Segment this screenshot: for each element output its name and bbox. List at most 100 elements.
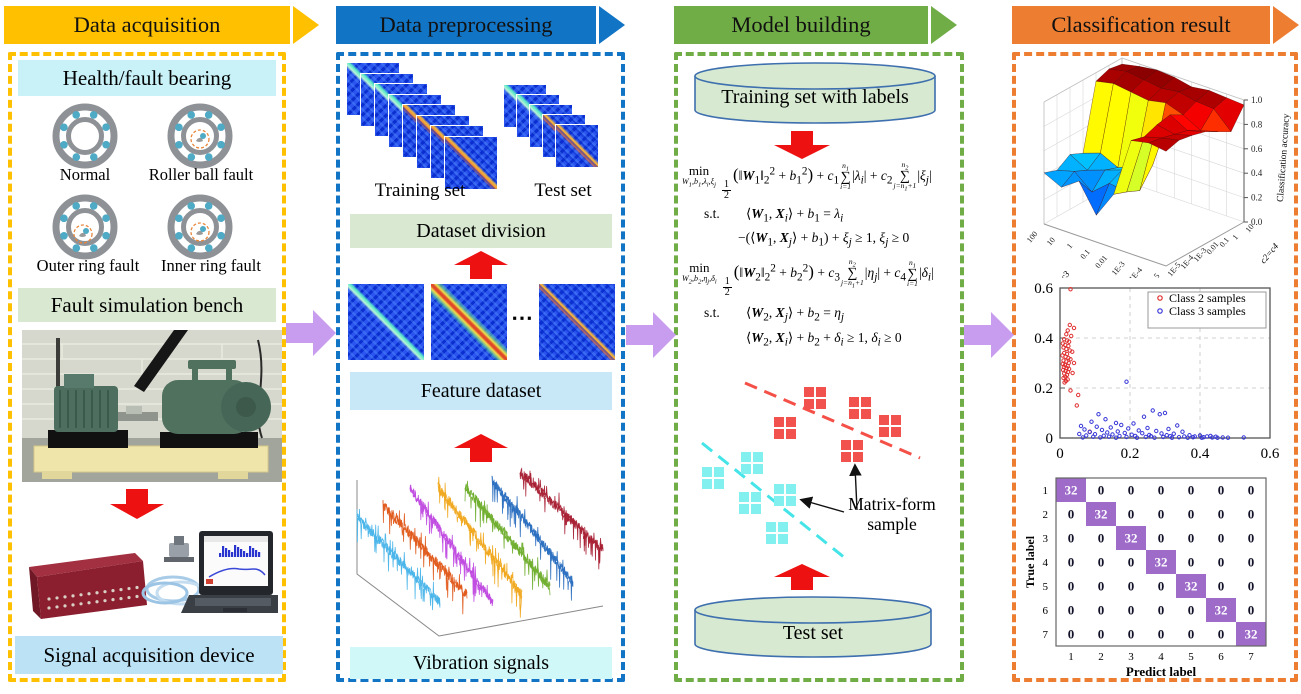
cylinder-label: Test set bbox=[782, 622, 844, 644]
svg-text:0: 0 bbox=[1218, 579, 1225, 594]
fault-simulation-bench-header: Fault simulation bench bbox=[18, 288, 276, 322]
svg-text:0: 0 bbox=[1218, 507, 1225, 522]
svg-text:0: 0 bbox=[1188, 483, 1195, 498]
svg-text:Class 2 samples: Class 2 samples bbox=[1169, 291, 1246, 305]
svg-text:0.4: 0.4 bbox=[1191, 446, 1210, 462]
svg-text:32: 32 bbox=[1245, 627, 1258, 642]
svg-text:0: 0 bbox=[1098, 579, 1105, 594]
red-matrix-sample bbox=[804, 387, 826, 409]
svg-text:Classification accuracy: Classification accuracy bbox=[1275, 113, 1292, 202]
fault-simulation-bench-photo bbox=[22, 330, 282, 482]
test-set-label: Test set bbox=[534, 180, 592, 201]
svg-text:0: 0 bbox=[1248, 579, 1255, 594]
cyan-matrix-sample bbox=[774, 484, 796, 506]
cyan-matrix-sample bbox=[741, 452, 763, 474]
dataset-division-header: Dataset division bbox=[350, 214, 612, 248]
formula-1-st: s.t. bbox=[704, 206, 720, 221]
svg-text:32: 32 bbox=[1095, 507, 1108, 522]
flow-arrow-icon bbox=[286, 310, 336, 356]
class-scatter-plot: 0 0.2 0.4 0.6 0 0.2 0.4 0.6 Class 2 samplesClass… bbox=[1034, 281, 1280, 462]
svg-text:4: 4 bbox=[1158, 651, 1164, 663]
training-set-matrix-stack bbox=[346, 62, 498, 190]
training-set-label: Training set bbox=[374, 180, 466, 201]
svg-text:0: 0 bbox=[1098, 603, 1105, 618]
red-matrix-sample bbox=[841, 440, 863, 462]
svg-text:0.1: 0.1 bbox=[1218, 236, 1231, 249]
svg-text:Predict label: Predict label bbox=[1126, 664, 1197, 679]
formula-1-constraint-2: −(⟨W1, Xj⟩ + b1) + ξj ≥ 1, ξj ≥ 0 bbox=[738, 230, 910, 249]
red-matrix-sample bbox=[879, 415, 901, 437]
svg-text:0.6: 0.6 bbox=[1034, 281, 1053, 297]
svg-text:0: 0 bbox=[1128, 579, 1135, 594]
matrix-sample-scatter: Matrix-form sample bbox=[676, 376, 962, 566]
banner-arrow-icon bbox=[1273, 6, 1299, 44]
svg-text:10: 10 bbox=[1244, 222, 1256, 234]
svg-text:0: 0 bbox=[1098, 483, 1105, 498]
svg-text:0: 0 bbox=[1098, 531, 1105, 546]
column-classification-result bbox=[1012, 52, 1298, 682]
svg-text:Class 3 samples: Class 3 samples bbox=[1169, 304, 1246, 318]
svg-text:6: 6 bbox=[1043, 605, 1049, 617]
svg-text:0: 0 bbox=[1068, 603, 1075, 618]
svg-text:0: 0 bbox=[1188, 555, 1195, 570]
svg-text:4: 4 bbox=[1043, 557, 1049, 569]
banner-model-building: Model building bbox=[674, 6, 957, 44]
svg-text:0: 0 bbox=[1068, 507, 1075, 522]
formula-2-objective: min W2,b2,ηj,δi 1 2 (‖W2‖22 + b22) + c3 n2 ∑ j=… bbox=[682, 257, 934, 299]
svg-text:1: 1 bbox=[1043, 485, 1049, 497]
banner-label: Data acquisition bbox=[73, 12, 221, 37]
svg-text:0: 0 bbox=[1158, 627, 1165, 642]
svg-text:0: 0 bbox=[1218, 555, 1225, 570]
signal-acquisition-device-photo bbox=[29, 531, 278, 619]
svg-text:0.01: 0.01 bbox=[1093, 254, 1109, 271]
flow-arrow-icon bbox=[626, 312, 676, 358]
svg-text:0.2: 0.2 bbox=[1034, 381, 1053, 397]
svg-text:0: 0 bbox=[1068, 555, 1075, 570]
bearing-outer-ring-fault-icon bbox=[52, 194, 118, 260]
vibration-signals-header: Vibration signals bbox=[350, 647, 612, 679]
svg-text:0: 0 bbox=[1128, 603, 1135, 618]
svg-text:32: 32 bbox=[1125, 531, 1138, 546]
banner-label: Classification result bbox=[1051, 12, 1231, 37]
svg-text:0: 0 bbox=[1056, 446, 1064, 462]
banner-arrow-icon bbox=[599, 6, 625, 44]
svg-text:32: 32 bbox=[1155, 555, 1168, 570]
svg-text:32: 32 bbox=[1215, 603, 1228, 618]
svg-text:0: 0 bbox=[1248, 603, 1255, 618]
svg-text:0: 0 bbox=[1098, 627, 1105, 642]
svg-text:0.6: 0.6 bbox=[1261, 446, 1280, 462]
flow-arrow-icon bbox=[964, 312, 1014, 358]
feature-dataset-header: Feature dataset bbox=[350, 372, 612, 410]
bearing-inner-ring-fault-icon bbox=[167, 194, 233, 260]
svg-text:c1=c3: c1=c3 bbox=[1049, 268, 1072, 278]
feature-matrix bbox=[430, 283, 508, 361]
svg-text:0.2: 0.2 bbox=[1251, 193, 1262, 203]
svg-text:0: 0 bbox=[1128, 627, 1135, 642]
svg-text:1E-4: 1E-4 bbox=[1127, 266, 1144, 278]
svg-text:0: 0 bbox=[1158, 483, 1165, 498]
svg-text:10: 10 bbox=[1045, 236, 1057, 248]
svg-text:32: 32 bbox=[1065, 483, 1078, 498]
svg-text:0.4: 0.4 bbox=[1251, 168, 1263, 178]
matrix-tile bbox=[444, 135, 498, 190]
bearing-label: Roller ball fault bbox=[148, 165, 254, 184]
svg-text:1: 1 bbox=[1231, 233, 1240, 242]
ellipsis: ⋯ bbox=[511, 305, 535, 330]
svg-text:0: 0 bbox=[1158, 507, 1165, 522]
svg-text:2: 2 bbox=[1098, 651, 1104, 663]
svg-text:0: 0 bbox=[1188, 627, 1195, 642]
confusion-matrix: 32 0 0 0 0 0 00 32 0 0 0 0 00 0 32 0 0 0 00 0 0 32 0 0 00 0 0 0 32 0 0… bbox=[1023, 477, 1267, 679]
svg-text:0: 0 bbox=[1128, 483, 1135, 498]
svg-text:0: 0 bbox=[1218, 627, 1225, 642]
health-fault-bearing-header: Health/fault bearing bbox=[18, 60, 276, 96]
svg-text:3: 3 bbox=[1128, 651, 1134, 663]
bearing-label: Normal bbox=[59, 165, 111, 184]
cyan-matrix-sample bbox=[766, 522, 788, 544]
formula-2-constraint-2: ⟨W2, Xi⟩ + b2 + δi ≥ 1, δi ≥ 0 bbox=[746, 330, 902, 349]
test-set-matrix-stack bbox=[503, 84, 615, 174]
svg-text:1: 1 bbox=[1068, 651, 1074, 663]
up-arrow-icon bbox=[774, 564, 830, 590]
feature-matrix bbox=[347, 283, 425, 361]
svg-text:1E-3: 1E-3 bbox=[1110, 260, 1127, 278]
